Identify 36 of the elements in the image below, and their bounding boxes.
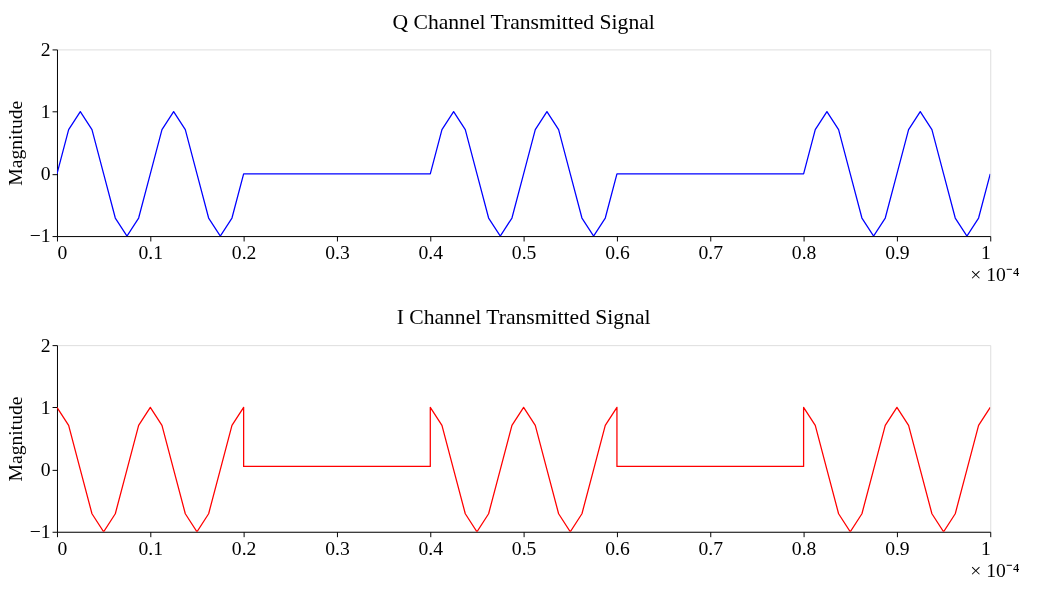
y-tick-label: 1 <box>40 395 51 418</box>
y-axis-title: Magnitude <box>3 100 26 186</box>
x-tick-label: 0 <box>57 536 68 559</box>
y-tick-label: 0 <box>40 457 51 480</box>
x-tick-label: 0 <box>57 241 68 264</box>
chart-title: I Channel Transmitted Signal <box>396 305 651 330</box>
x-tick-label: 0.1 <box>138 241 164 264</box>
x-tick-label: 0.5 <box>511 536 537 559</box>
x-tick-label: 0.6 <box>605 536 630 559</box>
x-tick-label: 0.3 <box>325 241 350 264</box>
x-tick-label: 0.9 <box>885 536 910 559</box>
y-tick-label: 2 <box>40 37 51 60</box>
y-tick-label: 1 <box>40 100 51 123</box>
x-tick-label: 0.5 <box>511 241 537 264</box>
x-tick-label: 0.4 <box>418 536 444 559</box>
x-tick-label: 0.1 <box>138 536 164 559</box>
x-tick-label: 0.2 <box>231 536 257 559</box>
x-tick-label: 0.6 <box>605 241 630 264</box>
y-axis-title: Magnitude <box>3 396 26 482</box>
x-tick-label: 1 <box>980 241 991 264</box>
x-tick-label: 0.2 <box>231 241 257 264</box>
y-tick-label: −1 <box>29 520 51 543</box>
x-tick-label: 0.7 <box>698 241 724 264</box>
x-tick-label: 0.4 <box>418 241 444 264</box>
x-tick-label: 0.3 <box>325 536 350 559</box>
x-tick-label: 0.8 <box>791 536 817 559</box>
x-tick-label: 0.8 <box>791 241 817 264</box>
text: × 10⁻⁴ <box>970 558 1020 581</box>
y-tick-label: −1 <box>29 224 51 247</box>
x-tick-label: 1 <box>980 536 991 559</box>
y-tick-label: 0 <box>40 162 51 185</box>
text: × 10⁻⁴ <box>970 263 1020 286</box>
y-tick-label: 2 <box>40 333 51 356</box>
chart-title: Q Channel Transmitted Signal <box>392 9 655 34</box>
x-tick-label: 0.9 <box>885 241 910 264</box>
x-tick-label: 0.7 <box>698 536 724 559</box>
